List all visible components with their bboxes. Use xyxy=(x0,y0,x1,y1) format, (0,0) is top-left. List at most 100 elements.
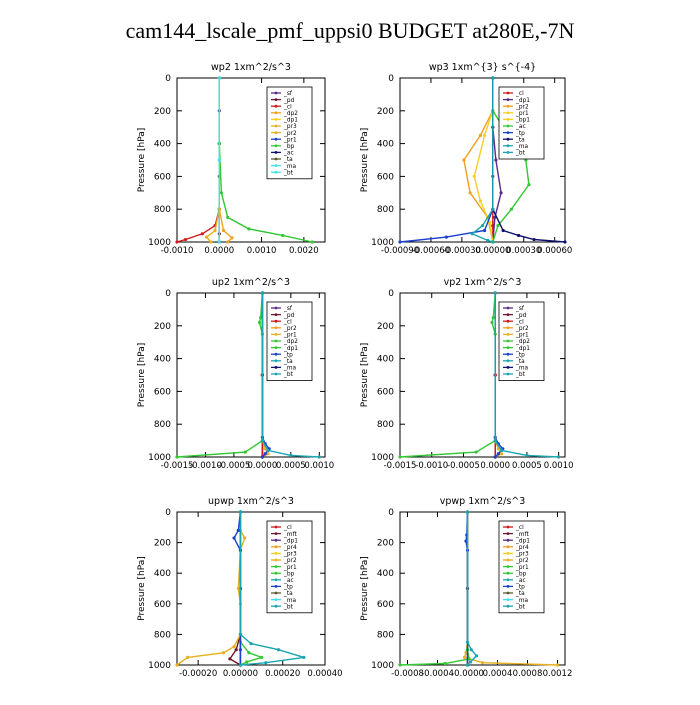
series-point xyxy=(470,232,474,236)
series-point xyxy=(236,528,240,532)
y-tick-label: 0 xyxy=(165,74,171,84)
x-tick-label: 0.0000 xyxy=(480,461,510,471)
legend-entry: _cl xyxy=(283,525,292,531)
legend-entry: _pr2 xyxy=(283,131,297,137)
legend-entry: _ma xyxy=(283,366,297,372)
y-tick-label: 800 xyxy=(377,205,394,215)
legend-marker xyxy=(274,131,278,135)
legend-entry: _pr1 xyxy=(283,565,297,571)
chart-title: up2 1xm^2/s^3 xyxy=(212,277,290,288)
series-line-pr2 xyxy=(176,512,246,666)
legend-marker xyxy=(506,306,510,310)
legend-marker xyxy=(506,313,510,316)
series-point xyxy=(245,660,249,664)
x-tick-label: 0.00040 xyxy=(307,669,342,679)
series-point xyxy=(491,240,495,244)
y-tick-label: 200 xyxy=(154,322,171,332)
y-axis-label: Pressure [hPa] xyxy=(137,556,147,621)
series-point xyxy=(221,228,226,233)
series-point xyxy=(465,663,470,667)
legend-marker xyxy=(274,164,278,168)
x-tick-label: 0.0000 xyxy=(248,461,278,471)
x-tick-label: -0.0010 xyxy=(189,461,222,471)
y-tick-label: 400 xyxy=(377,355,394,365)
legend-marker xyxy=(274,552,278,555)
series-point xyxy=(482,228,487,233)
legend-entry: _ta xyxy=(283,591,293,597)
legend-entry: _ma xyxy=(515,144,529,150)
legend-entry: _pd xyxy=(283,313,295,319)
series-point xyxy=(217,240,221,244)
series-point xyxy=(266,452,270,456)
chart-title: vpwp 1xm^2/s^3 xyxy=(440,496,526,507)
chart-panel-3: up2 1xm^2/s^3 Pressure [hPa] 0 200 400 600 800… xyxy=(137,277,334,471)
series-point xyxy=(257,320,262,325)
series-point xyxy=(491,76,495,80)
legend-marker xyxy=(506,118,510,121)
legend-marker xyxy=(274,319,278,323)
legend-marker xyxy=(506,598,510,601)
x-tick-label: -0.0005 xyxy=(447,461,480,471)
legend-marker xyxy=(274,98,278,101)
plot-frame xyxy=(176,511,326,666)
legend-marker xyxy=(274,591,278,595)
chart-panel-6: vpwp 1xm^2/s^3 Pressure [hPa] 0 200 400 600 80… xyxy=(360,496,572,679)
legend-marker xyxy=(506,352,510,356)
legend-marker xyxy=(506,144,510,148)
legend-entry: _bp xyxy=(515,571,527,577)
legend-marker xyxy=(274,565,278,568)
legend-marker xyxy=(506,131,510,135)
series-point xyxy=(398,663,402,667)
series-point xyxy=(555,663,560,667)
legend-entry: _bt xyxy=(283,604,294,610)
legend-entry: _pr1 xyxy=(283,137,297,143)
legend-marker xyxy=(274,104,278,108)
y-tick-label: 600 xyxy=(154,387,171,397)
series-point xyxy=(247,227,251,231)
legend-entry: _bt xyxy=(515,151,526,157)
legend-entry: _bt xyxy=(515,604,526,610)
legend-marker xyxy=(274,339,278,343)
series-point xyxy=(236,586,240,591)
legend-marker xyxy=(506,333,510,336)
legend-entry: _pr3 xyxy=(515,552,529,558)
legend-marker xyxy=(274,366,278,369)
legend-entry: _tp xyxy=(515,585,525,591)
series-point xyxy=(234,648,238,652)
series-point xyxy=(480,224,485,228)
series-point xyxy=(232,536,236,540)
legend-entry: _pr2 xyxy=(515,558,529,564)
legend-entry: _ac xyxy=(515,578,526,584)
y-tick-label: 600 xyxy=(377,600,394,610)
plot-frame xyxy=(399,511,566,666)
x-tick-label: -0.0010 xyxy=(161,246,194,256)
series-point xyxy=(247,651,251,655)
series-point xyxy=(209,240,213,244)
legend-entry: _dp2 xyxy=(283,339,298,345)
series-point xyxy=(563,240,567,244)
series-point xyxy=(200,232,204,236)
series-point xyxy=(496,224,500,228)
legend-entry: _dp1 xyxy=(283,118,298,124)
x-tick-label: 0.00060 xyxy=(537,246,572,256)
legend-entry: _dp2 xyxy=(283,111,298,117)
series-point xyxy=(525,453,529,457)
legend-entry: _pr1 xyxy=(515,565,529,571)
legend-entry: _ta xyxy=(283,157,293,163)
series-point xyxy=(499,452,504,456)
series-point xyxy=(260,455,264,459)
series-point xyxy=(443,661,447,666)
legend-marker xyxy=(506,571,510,575)
series-point xyxy=(238,510,243,514)
legend-entry: _tp xyxy=(515,131,525,137)
x-tick-label: 0.00020 xyxy=(265,669,300,679)
series-point xyxy=(469,648,473,652)
legend-marker xyxy=(274,525,278,529)
x-tick-label: -0.00030 xyxy=(443,246,481,256)
series-point xyxy=(499,448,504,453)
legend-marker xyxy=(274,372,278,376)
legend-entry: _ta xyxy=(515,137,525,143)
legend-marker xyxy=(274,326,278,330)
legend-marker xyxy=(274,333,278,336)
